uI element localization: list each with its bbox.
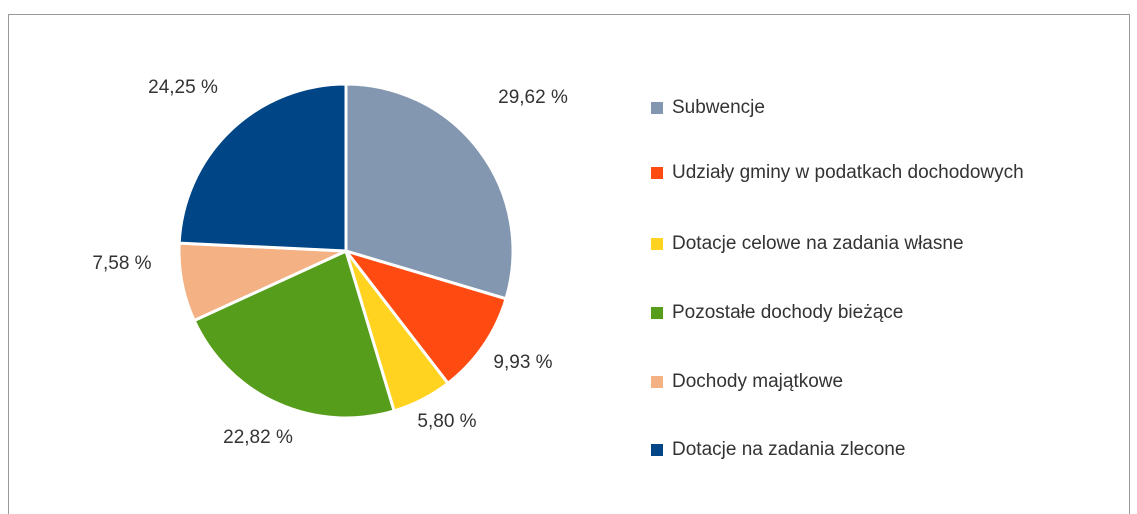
data-label: 24,25 %	[148, 77, 218, 98]
legend-label: Dotacje celowe na zadania własne	[672, 233, 964, 254]
legend-swatch	[651, 238, 663, 250]
legend-label: Pozostałe dochody bieżące	[672, 302, 904, 323]
legend-swatch	[651, 376, 663, 388]
data-label: 9,93 %	[493, 352, 552, 373]
legend-item: Dotacje celowe na zadania własne	[651, 228, 1046, 260]
data-label: 29,62 %	[498, 87, 568, 108]
legend-label: Subwencje	[672, 97, 765, 118]
legend-swatch	[651, 167, 663, 179]
legend-item: Udziały gminy w podatkach dochodowych	[651, 157, 1046, 189]
legend-swatch	[651, 444, 663, 456]
legend-label: Dotacje na zadania zlecone	[672, 439, 906, 460]
legend-label: Udziały gminy w podatkach dochodowych	[672, 162, 1024, 183]
legend-item: Dochody majątkowe	[651, 366, 1046, 398]
data-label: 5,80 %	[417, 411, 476, 432]
data-label: 7,58 %	[92, 253, 151, 274]
pie-slice	[177, 82, 348, 253]
legend-item: Subwencje	[651, 92, 1046, 124]
data-label: 22,82 %	[223, 427, 293, 448]
frame	[8, 14, 1130, 514]
legend-swatch	[651, 307, 663, 319]
legend-item: Pozostałe dochody bieżące	[651, 297, 1046, 329]
legend-swatch	[651, 102, 663, 114]
legend-label: Dochody majątkowe	[672, 371, 844, 392]
pie-slice	[344, 82, 515, 301]
legend-item: Dotacje na zadania zlecone	[651, 434, 1046, 466]
pie-slice	[192, 248, 396, 420]
pie-slice	[341, 248, 508, 386]
